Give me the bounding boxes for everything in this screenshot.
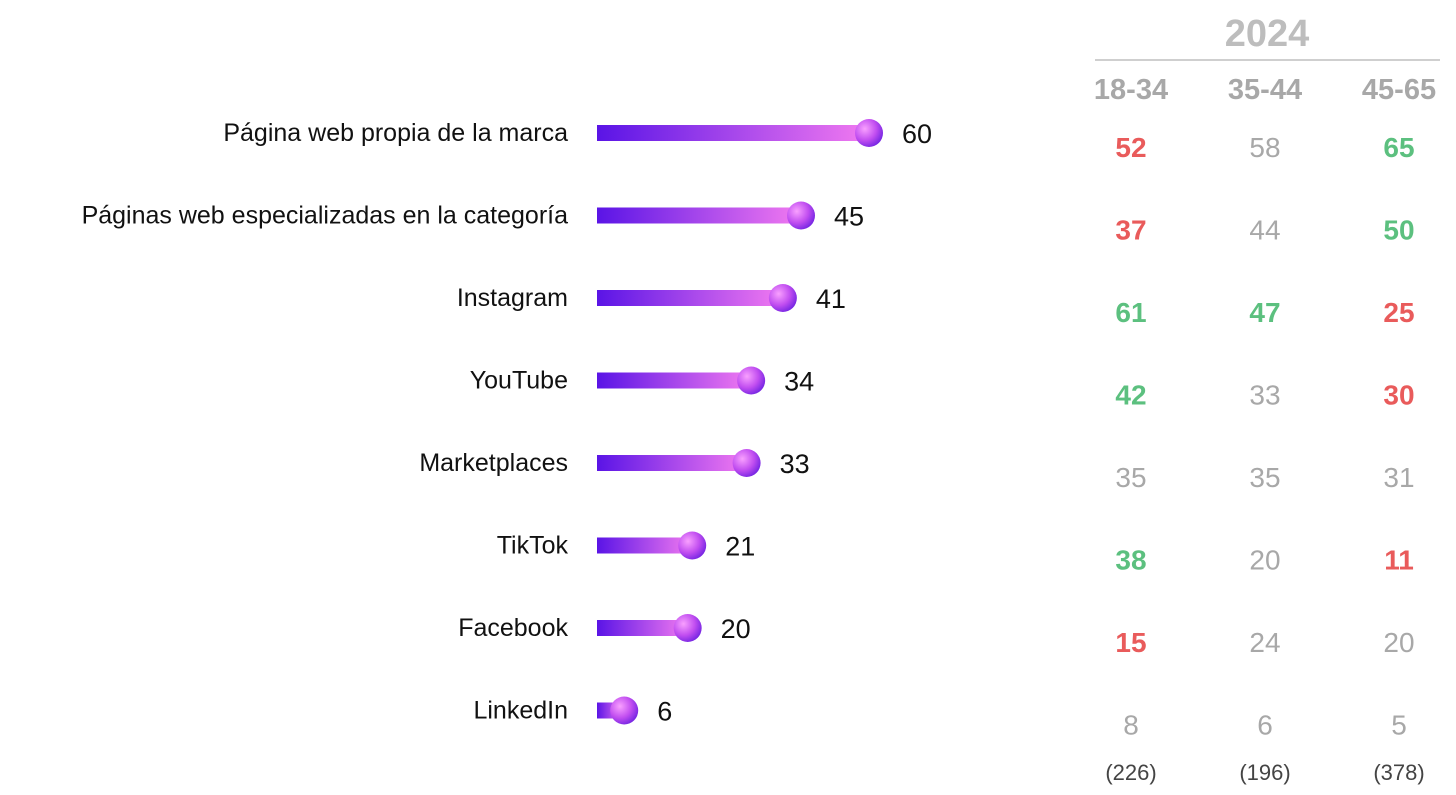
table-cell: 31	[1383, 462, 1414, 493]
table-cell: 15	[1115, 627, 1146, 658]
value-label: 21	[725, 532, 755, 562]
table-cell: 20	[1383, 627, 1414, 658]
bar-end-dot	[732, 449, 761, 477]
table-cell: 47	[1249, 297, 1280, 328]
table-cell: 24	[1249, 627, 1280, 658]
category-label: YouTube	[470, 367, 568, 395]
table-cell: 5	[1391, 710, 1407, 741]
bar-stem	[597, 290, 783, 306]
table-cell: 33	[1249, 380, 1280, 411]
bars-layer: Página web propia de la marca 60 Páginas w…	[82, 119, 932, 727]
category-label: Facebook	[458, 614, 568, 642]
bar-end-dot	[737, 366, 766, 395]
table-cell: 8	[1123, 710, 1139, 741]
table-cell: 37	[1115, 215, 1146, 246]
category-label: Páginas web especializadas en la categor…	[82, 202, 569, 230]
bar-end-dot	[768, 284, 797, 312]
table-cell: 6	[1257, 710, 1273, 741]
value-label: 60	[902, 119, 932, 149]
category-label: Marketplaces	[419, 449, 568, 477]
value-label: 41	[816, 284, 846, 314]
bar-stem	[597, 537, 693, 554]
category-label: Página web propia de la marca	[223, 119, 568, 147]
base-18-34: (226)	[1105, 760, 1156, 785]
table-cell: 11	[1384, 545, 1414, 576]
value-label: 34	[784, 367, 814, 397]
bar-end-dot	[855, 119, 883, 147]
table-cell: 30	[1383, 380, 1414, 411]
value-label: 20	[721, 614, 751, 644]
table-cell: 20	[1249, 545, 1280, 576]
year-header: 2024	[1225, 13, 1310, 55]
bar-stem	[597, 620, 688, 636]
bar-stem	[597, 455, 747, 471]
category-label: LinkedIn	[473, 697, 568, 725]
bar-stem	[597, 372, 752, 389]
table-cell: 44	[1249, 215, 1280, 246]
table-cell: 50	[1383, 215, 1414, 246]
bar-end-dot	[673, 614, 702, 642]
table-cell: 52	[1115, 132, 1146, 163]
table-cell: 35	[1115, 462, 1146, 493]
category-label: TikTok	[497, 532, 569, 560]
col-header-45-65: 45-65	[1362, 74, 1436, 106]
bar-end-dot	[678, 531, 707, 560]
table-cell: 25	[1383, 297, 1414, 328]
value-label: 45	[834, 202, 864, 232]
table-cell: 38	[1115, 545, 1146, 576]
table-cell: 65	[1383, 132, 1414, 163]
value-label: 6	[657, 697, 672, 727]
bar-end-dot	[787, 201, 815, 230]
table-cell: 58	[1249, 132, 1280, 163]
value-label: 33	[780, 449, 810, 479]
category-label: Instagram	[457, 284, 568, 312]
col-header-18-34: 18-34	[1094, 74, 1168, 106]
table-cell: 35	[1249, 462, 1280, 493]
table-cell: 61	[1115, 297, 1146, 328]
base-35-44: (196)	[1239, 760, 1290, 785]
bar-stem	[597, 125, 869, 141]
bar-end-dot	[610, 696, 639, 725]
table-cell: 42	[1115, 380, 1146, 411]
base-45-65: (378)	[1373, 760, 1424, 785]
col-header-35-44: 35-44	[1228, 74, 1302, 106]
bar-stem	[597, 207, 801, 224]
